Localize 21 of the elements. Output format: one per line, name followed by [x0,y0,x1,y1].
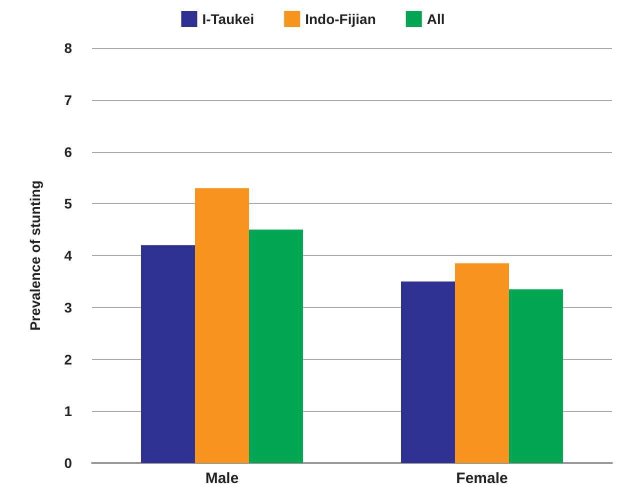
y-tick-label: 5 [64,196,72,212]
bar [401,281,455,463]
y-tick-label: 4 [64,248,72,264]
bar [455,263,509,463]
legend-label: All [426,11,445,27]
y-tick-label: 2 [64,351,72,368]
y-axis-title: Prevalence of stunting [27,180,43,331]
y-tick-label: 1 [64,403,72,420]
y-tick-label: 7 [64,92,72,108]
legend-label: I-Taukei [202,11,254,27]
y-tick-label: 8 [64,40,72,56]
x-tick-label: Female [456,470,508,487]
bar [509,289,563,463]
x-tick-label: Male [205,470,239,487]
y-tick-label: 0 [64,455,72,471]
bar [249,230,303,463]
y-tick-label: 6 [64,144,72,160]
y-tick-label: 3 [64,299,72,316]
bar [195,188,249,463]
legend-label: Indo-Fijian [305,11,376,27]
bar [141,245,195,463]
